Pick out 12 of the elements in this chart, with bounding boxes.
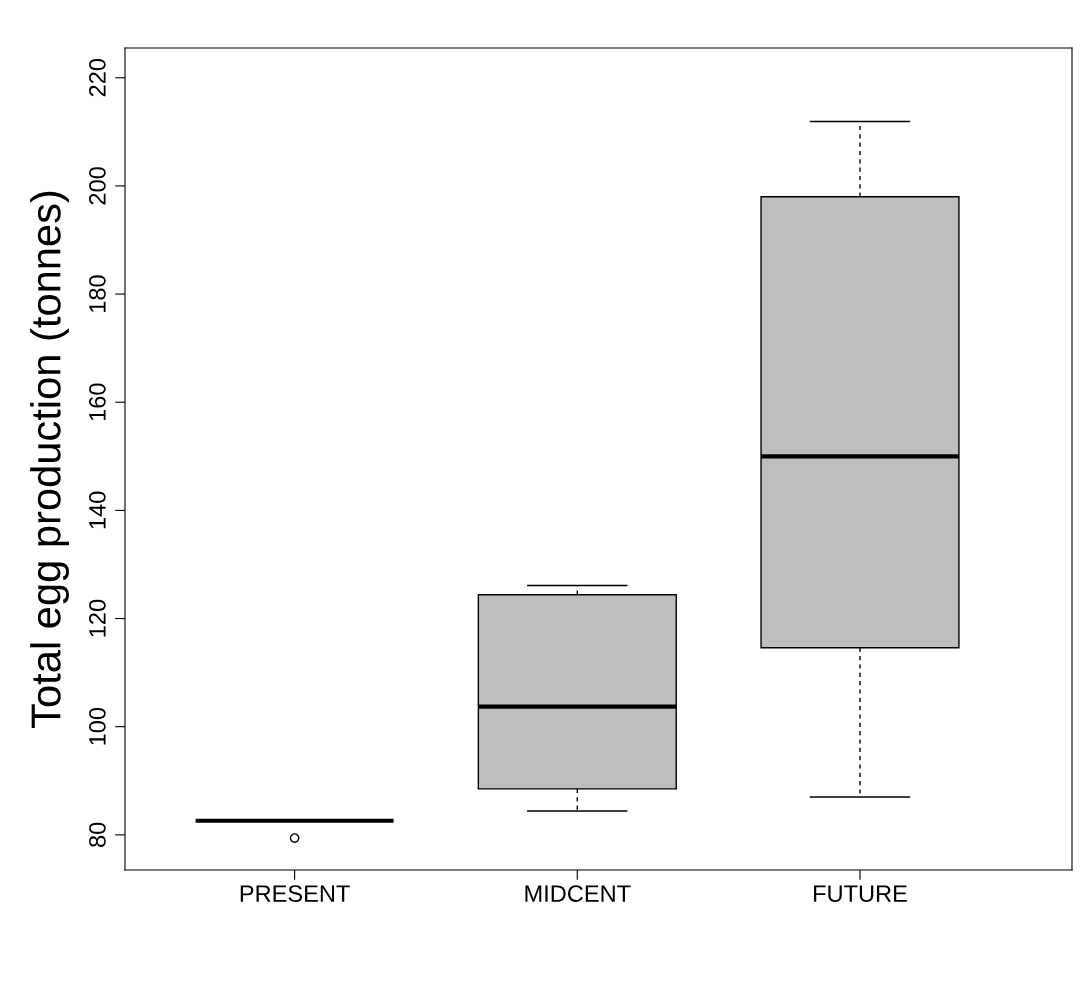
- x-tick-label: PRESENT: [240, 885, 350, 902]
- x-tick-label: FUTURE: [814, 885, 907, 902]
- y-tick-label: 80: [89, 822, 106, 847]
- y-tick-label: 140: [89, 491, 106, 529]
- y-axis-title: Total egg production (tonnes): [30, 191, 69, 728]
- y-tick-label: 200: [89, 167, 106, 205]
- y-tick-label: 100: [89, 707, 106, 745]
- x-tick-label: MIDCENT: [525, 885, 631, 902]
- y-tick-label: 120: [89, 599, 106, 637]
- y-tick-label: 180: [89, 275, 106, 312]
- y-tick-label: 220: [89, 58, 106, 97]
- y-tick-label: 160: [89, 383, 106, 421]
